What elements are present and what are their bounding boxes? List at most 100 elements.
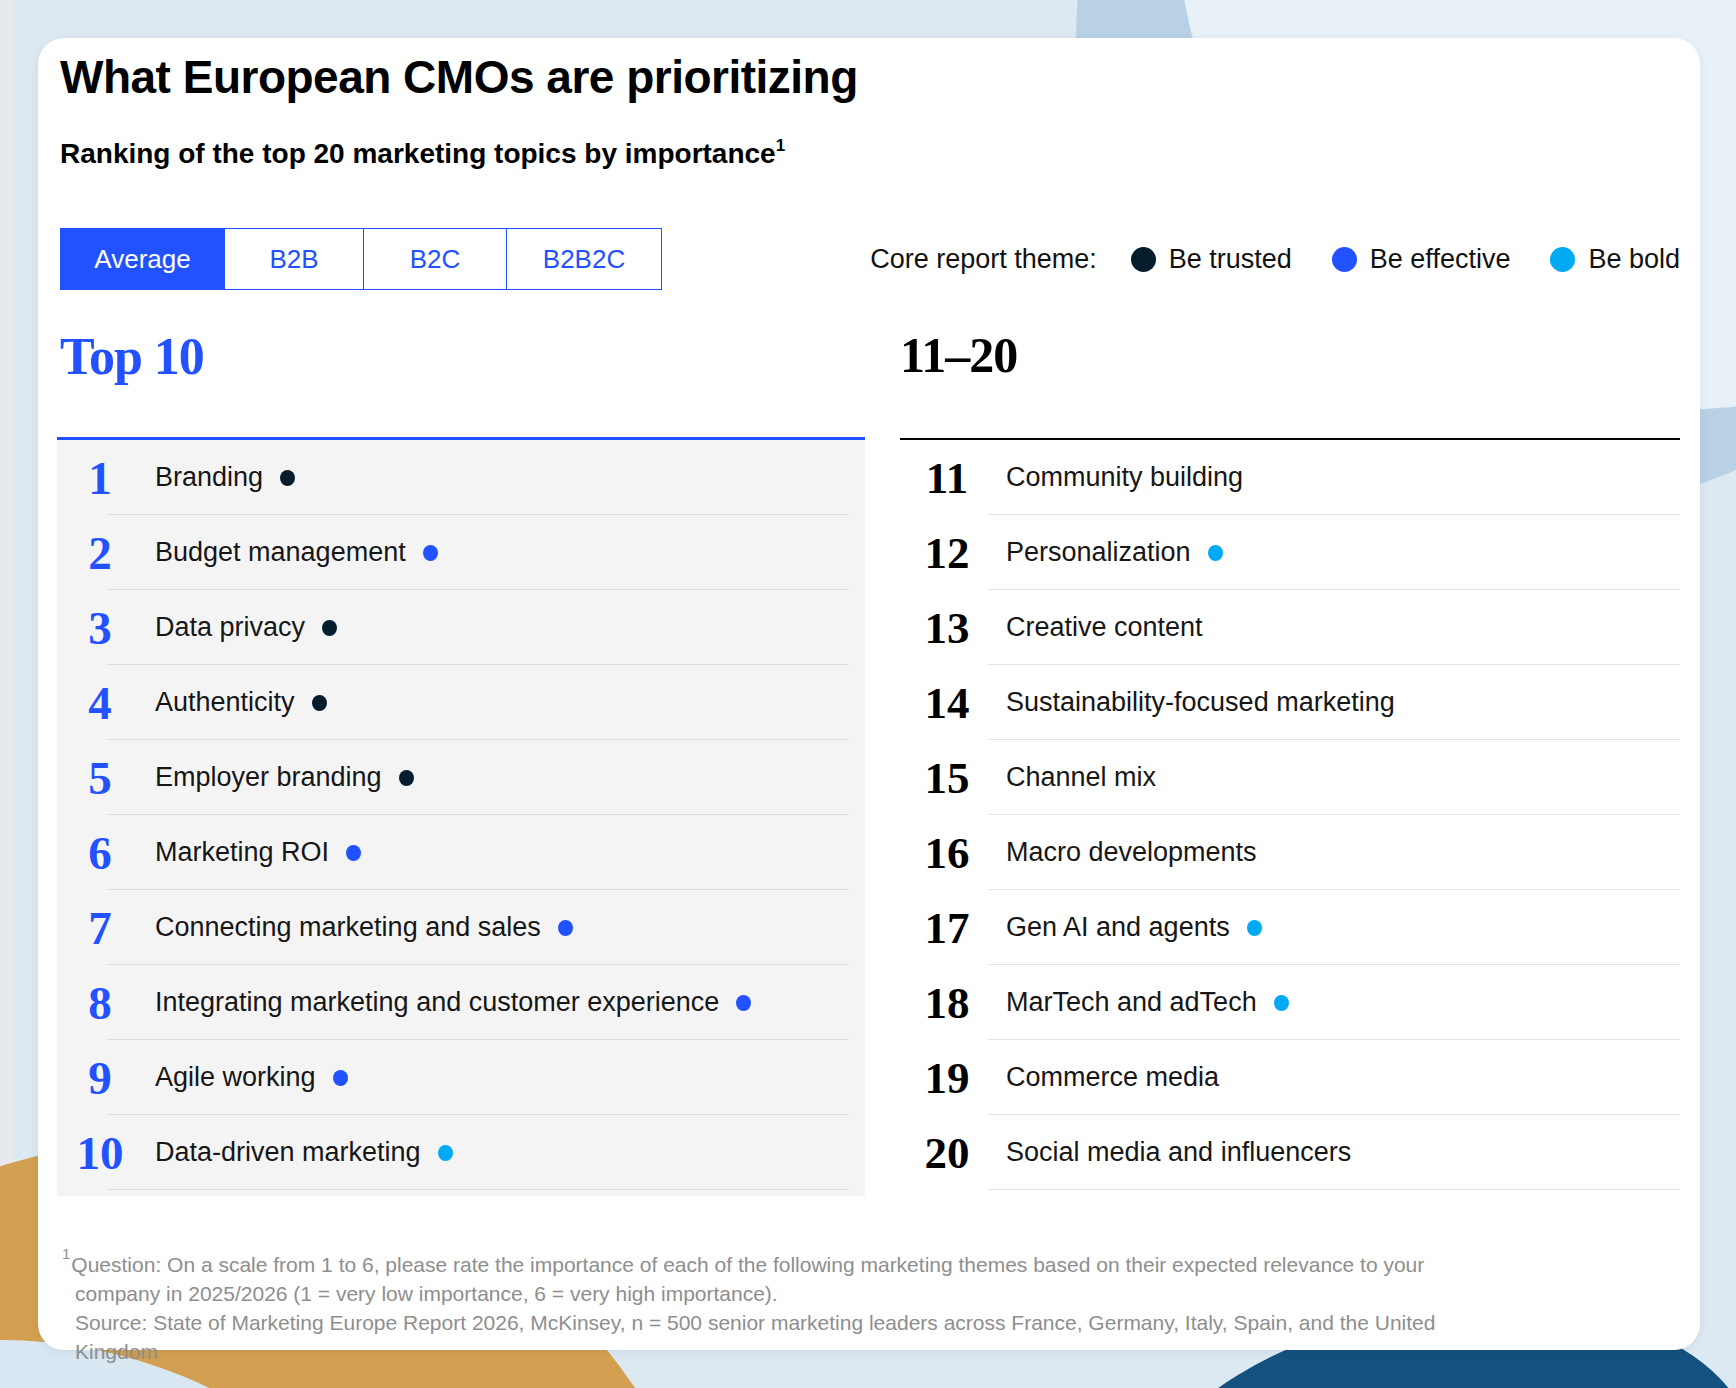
legend-item-label: Be trusted	[1169, 244, 1292, 275]
topic-label: MarTech and adTech	[1006, 987, 1257, 1018]
theme-dot-icon	[312, 695, 327, 711]
rank-number: 5	[57, 751, 143, 805]
rank-number: 4	[57, 676, 143, 730]
list-item: 18 MarTech and adTech	[900, 965, 1680, 1040]
topic-label-wrap: Commerce media	[994, 1062, 1219, 1093]
theme-dot-icon	[322, 620, 337, 636]
list-item: 20 Social media and influencers	[900, 1115, 1680, 1190]
list-item: 16 Macro developments	[900, 815, 1680, 890]
legend-item-be-trusted: Be trusted	[1131, 244, 1292, 275]
rank-number: 7	[57, 901, 143, 955]
topic-label-wrap: Macro developments	[994, 837, 1257, 868]
list-item: 13 Creative content	[900, 590, 1680, 665]
rank-number: 14	[900, 677, 994, 729]
legend-label: Core report theme:	[870, 244, 1097, 275]
topic-label-wrap: Personalization	[994, 537, 1223, 568]
theme-dot-icon	[399, 770, 414, 786]
rank-number: 2	[57, 526, 143, 580]
topic-label: Integrating marketing and customer exper…	[155, 987, 719, 1018]
topic-label: Personalization	[1006, 537, 1191, 568]
rank-number: 18	[900, 977, 994, 1029]
topic-label-wrap: Data privacy	[143, 612, 337, 643]
tab-average[interactable]: Average	[61, 229, 224, 289]
topic-label-wrap: Data-driven marketing	[143, 1137, 453, 1168]
topic-label-wrap: Gen AI and agents	[994, 912, 1262, 943]
topic-label-wrap: Social media and influencers	[994, 1137, 1351, 1168]
topic-label-wrap: Branding	[143, 462, 295, 493]
topic-label: Agile working	[155, 1062, 316, 1093]
theme-dot-icon	[1208, 545, 1223, 561]
legend-item-label: Be bold	[1588, 244, 1680, 275]
topic-label-wrap: Sustainability-focused marketing	[994, 687, 1395, 718]
topic-label: Macro developments	[1006, 837, 1257, 868]
legend-item-be-bold: Be bold	[1550, 244, 1680, 275]
topic-label: Employer branding	[155, 762, 382, 793]
rank-number: 11	[900, 452, 994, 504]
topic-label: Connecting marketing and sales	[155, 912, 541, 943]
list-item: 8 Integrating marketing and customer exp…	[57, 965, 865, 1040]
footnote: 1Question: On a scale from 1 to 6, pleas…	[62, 1244, 1510, 1366]
list-item: 4 Authenticity	[57, 665, 865, 740]
controls-row: Average B2B B2C B2B2C Core report theme:…	[60, 228, 1680, 290]
topic-label-wrap: MarTech and adTech	[994, 987, 1289, 1018]
list-item: 15 Channel mix	[900, 740, 1680, 815]
topic-label: Branding	[155, 462, 263, 493]
theme-dot-icon	[736, 995, 751, 1011]
topic-label: Social media and influencers	[1006, 1137, 1351, 1168]
rank-number: 17	[900, 902, 994, 954]
rank-number: 15	[900, 752, 994, 804]
theme-dot-icon	[423, 545, 438, 561]
rank-number: 19	[900, 1052, 994, 1104]
topic-label-wrap: Creative content	[994, 612, 1203, 643]
topic-label-wrap: Employer branding	[143, 762, 414, 793]
footnote-source: Source: State of Marketing Europe Report…	[62, 1308, 1510, 1366]
rank-number: 13	[900, 602, 994, 654]
list-item: 11 Community building	[900, 440, 1680, 515]
tab-b2b2c[interactable]: B2B2C	[506, 229, 661, 289]
topic-label: Authenticity	[155, 687, 295, 718]
list-item: 17 Gen AI and agents	[900, 890, 1680, 965]
be-effective-dot-icon	[1332, 247, 1357, 272]
topic-label: Marketing ROI	[155, 837, 329, 868]
topic-label-wrap: Budget management	[143, 537, 438, 568]
list-item: 9 Agile working	[57, 1040, 865, 1115]
list-item: 10 Data-driven marketing	[57, 1115, 865, 1190]
rank-number: 20	[900, 1127, 994, 1179]
rank-number: 8	[57, 976, 143, 1030]
theme-dot-icon	[438, 1145, 453, 1161]
topic-label: Data privacy	[155, 612, 305, 643]
rank-number: 3	[57, 601, 143, 655]
theme-dot-icon	[1247, 920, 1262, 936]
list-item: 2 Budget management	[57, 515, 865, 590]
top-10-list: 1 Branding 2 Budget management 3 Data pr…	[57, 440, 865, 1196]
topic-label-wrap: Channel mix	[994, 762, 1156, 793]
topic-label: Channel mix	[1006, 762, 1156, 793]
topic-label: Gen AI and agents	[1006, 912, 1230, 943]
theme-dot-icon	[346, 845, 361, 861]
list-item: 7 Connecting marketing and sales	[57, 890, 865, 965]
theme-dot-icon	[333, 1070, 348, 1086]
legend-item-label: Be effective	[1370, 244, 1511, 275]
topic-label: Commerce media	[1006, 1062, 1219, 1093]
topic-label: Creative content	[1006, 612, 1203, 643]
list-item: 3 Data privacy	[57, 590, 865, 665]
tab-b2c[interactable]: B2C	[363, 229, 506, 289]
be-bold-dot-icon	[1550, 247, 1575, 272]
list-item: 5 Employer branding	[57, 740, 865, 815]
theme-dot-icon	[558, 920, 573, 936]
eleven-to-twenty-list: 11 Community building 12 Personalization…	[900, 440, 1680, 1190]
exhibit-card: What European CMOs are prioritizing Rank…	[38, 38, 1700, 1350]
theme-dot-icon	[280, 470, 295, 486]
topic-label-wrap: Authenticity	[143, 687, 327, 718]
topic-label-wrap: Marketing ROI	[143, 837, 361, 868]
tab-b2b[interactable]: B2B	[224, 229, 363, 289]
legend-item-be-effective: Be effective	[1332, 244, 1511, 275]
topic-label: Sustainability-focused marketing	[1006, 687, 1395, 718]
topic-label: Budget management	[155, 537, 406, 568]
be-trusted-dot-icon	[1131, 247, 1156, 272]
theme-dot-icon	[1274, 995, 1289, 1011]
eleven-to-twenty-column-header: 11–20	[900, 328, 1017, 383]
page-subtitle: Ranking of the top 20 marketing topics b…	[60, 138, 785, 170]
list-item: 1 Branding	[57, 440, 865, 515]
list-item: 14 Sustainability-focused marketing	[900, 665, 1680, 740]
